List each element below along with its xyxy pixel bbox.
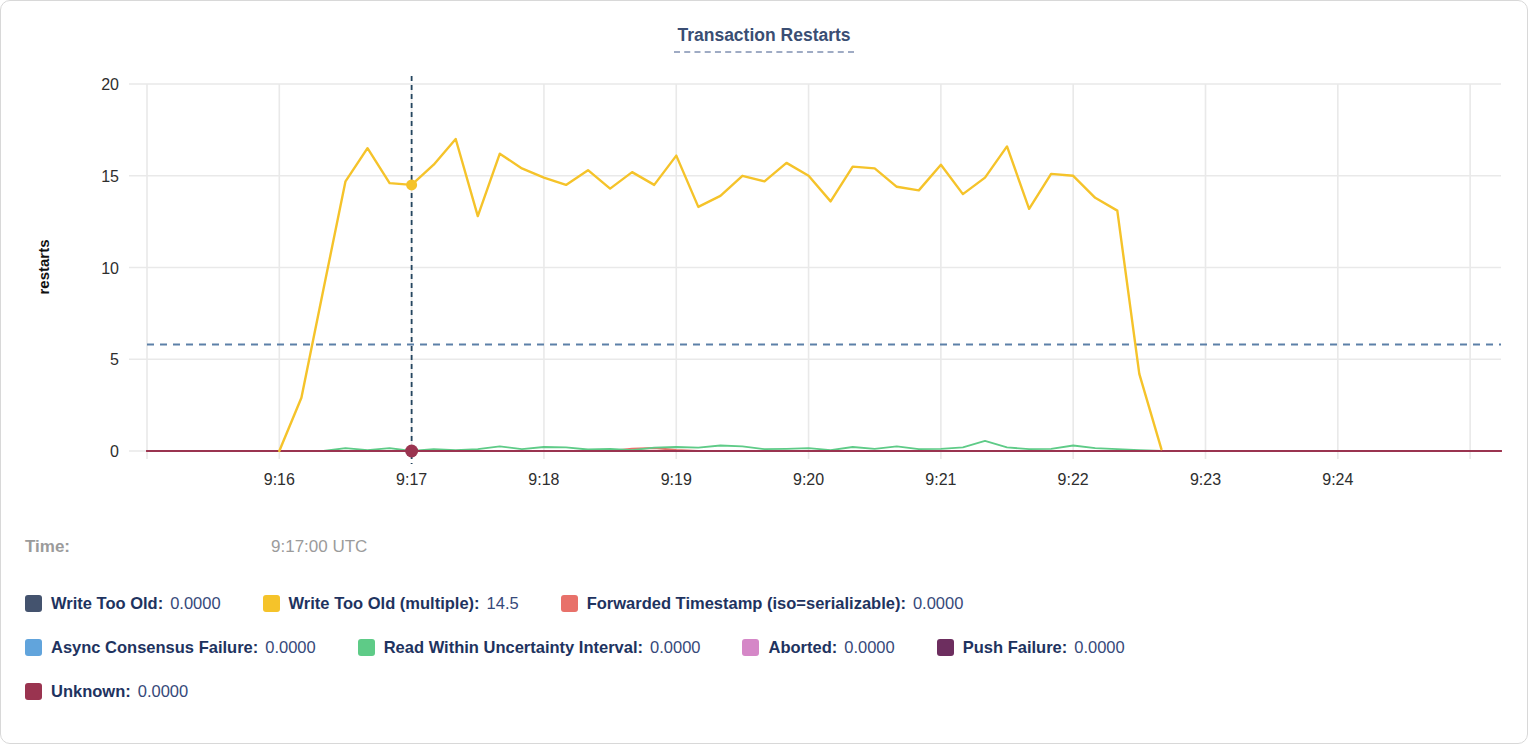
legend-label: Write Too Old: bbox=[51, 594, 163, 613]
legend-swatch-aborted bbox=[742, 639, 759, 656]
legend-swatch-push-failure bbox=[937, 639, 954, 656]
legend-value: 0.0000 bbox=[138, 682, 188, 701]
legend-swatch-write-too-old bbox=[25, 595, 42, 612]
svg-text:0: 0 bbox=[110, 443, 119, 460]
legend-value: 0.0000 bbox=[170, 594, 220, 613]
series-line-read-within-uncertainty-interval bbox=[323, 441, 1161, 451]
hover-dot-write-too-old-multiple bbox=[406, 179, 417, 190]
svg-text:15: 15 bbox=[101, 168, 119, 185]
legend-row-3: Unknown: 0.0000 bbox=[25, 681, 1517, 702]
legend-row-1: Write Too Old: 0.0000 Write Too Old (multi… bbox=[25, 593, 1517, 614]
hover-dot-unknown bbox=[405, 445, 418, 458]
legend-item-write-too-old[interactable]: Write Too Old: 0.0000 bbox=[25, 594, 221, 613]
svg-text:9:16: 9:16 bbox=[264, 471, 295, 488]
legend-item-async-consensus-failure[interactable]: Async Consensus Failure: 0.0000 bbox=[25, 638, 316, 657]
chart-title[interactable]: Transaction Restarts bbox=[674, 25, 853, 53]
time-label: Time: bbox=[25, 537, 70, 556]
svg-text:10: 10 bbox=[101, 260, 119, 277]
svg-text:9:24: 9:24 bbox=[1322, 471, 1353, 488]
legend-item-read-within-uncertainty-interval[interactable]: Read Within Uncertainty Interval: 0.0000 bbox=[358, 638, 701, 657]
y-axis-label: restarts bbox=[35, 239, 52, 294]
legend-swatch-unknown bbox=[25, 683, 42, 700]
legend-value: 0.0000 bbox=[650, 638, 700, 657]
x-gridlines bbox=[147, 84, 1470, 459]
legend-item-aborted[interactable]: Aborted: 0.0000 bbox=[742, 638, 894, 657]
series-lines bbox=[147, 139, 1501, 451]
legend-label: Write Too Old (multiple): bbox=[289, 594, 480, 613]
legend-label: Read Within Uncertainty Interval: bbox=[384, 638, 643, 657]
legend-value: 0.0000 bbox=[265, 638, 315, 657]
svg-text:20: 20 bbox=[101, 76, 119, 93]
legend-value: 14.5 bbox=[487, 594, 519, 613]
svg-text:9:17: 9:17 bbox=[396, 471, 427, 488]
chart-title-wrap: Transaction Restarts bbox=[1, 25, 1527, 53]
y-tick-labels: 0 5 10 15 20 bbox=[101, 76, 119, 460]
legend-value: 0.0000 bbox=[1074, 638, 1124, 657]
legend-item-forwarded-timestamp-iso-serializable[interactable]: Forwarded Timestamp (iso=serializable): 0… bbox=[561, 594, 964, 613]
svg-text:5: 5 bbox=[110, 351, 119, 368]
legend-label: Aborted: bbox=[768, 638, 837, 657]
legend-value: 0.0000 bbox=[844, 638, 894, 657]
chart-legend: Write Too Old: 0.0000 Write Too Old (multi… bbox=[25, 593, 1517, 725]
legend-swatch-read-within-uncertainty-interval bbox=[358, 639, 375, 656]
svg-text:9:19: 9:19 bbox=[661, 471, 692, 488]
svg-text:9:23: 9:23 bbox=[1190, 471, 1221, 488]
legend-item-push-failure[interactable]: Push Failure: 0.0000 bbox=[937, 638, 1125, 657]
legend-label: Forwarded Timestamp (iso=serializable): bbox=[587, 594, 906, 613]
svg-text:9:21: 9:21 bbox=[925, 471, 956, 488]
legend-label: Push Failure: bbox=[963, 638, 1068, 657]
legend-label: Unknown: bbox=[51, 682, 131, 701]
legend-label: Async Consensus Failure: bbox=[51, 638, 258, 657]
legend-swatch-forwarded-timestamp-iso-serializable bbox=[561, 595, 578, 612]
time-value: 9:17:00 UTC bbox=[271, 537, 367, 557]
transaction-restarts-card: Transaction Restarts 051015209:169:179:1… bbox=[0, 0, 1528, 744]
svg-text:9:20: 9:20 bbox=[793, 471, 824, 488]
y-gridlines bbox=[129, 84, 1501, 451]
legend-value: 0.0000 bbox=[913, 594, 963, 613]
legend-swatch-write-too-old-multiple bbox=[263, 595, 280, 612]
legend-swatch-async-consensus-failure bbox=[25, 639, 42, 656]
legend-item-unknown[interactable]: Unknown: 0.0000 bbox=[25, 682, 188, 701]
hover-time-row: Time: 9:17:00 UTC bbox=[25, 537, 1503, 559]
legend-item-write-too-old-multiple[interactable]: Write Too Old (multiple): 14.5 bbox=[263, 594, 519, 613]
legend-row-2: Async Consensus Failure:0.0000Read Withi… bbox=[25, 637, 1517, 658]
svg-text:9:22: 9:22 bbox=[1058, 471, 1089, 488]
x-tick-labels: 9:16 9:17 9:18 9:19 9:20 9:21 9:22 9:23 9:24 bbox=[264, 471, 1354, 488]
transaction-restarts-chart[interactable]: 0 5 10 15 20 9:16 9:17 9:18 9:19 9:20 9:21 9:22 9:23… bbox=[1, 61, 1528, 511]
svg-text:9:18: 9:18 bbox=[528, 471, 559, 488]
